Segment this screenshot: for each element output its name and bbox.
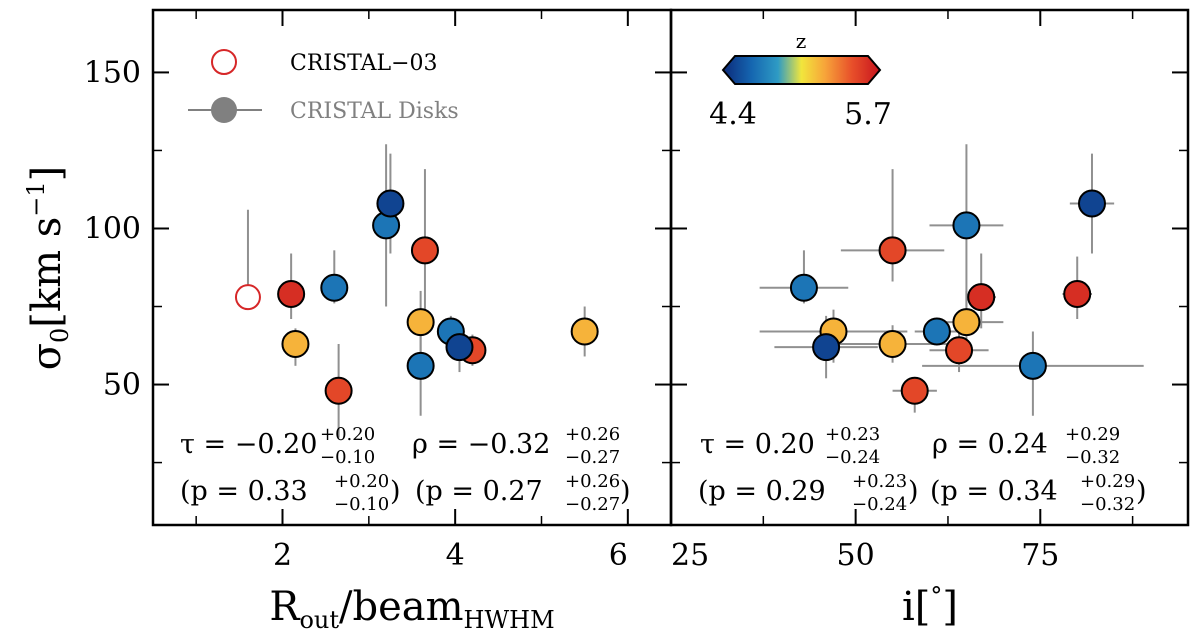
right-x-tick-label: 50 (837, 538, 875, 573)
left-point-1 (281, 329, 310, 358)
colorbar-min-label: 4.4 (709, 97, 757, 132)
left-point-11 (445, 333, 474, 362)
right-x-tick-label: 25 (671, 538, 709, 573)
left-x-axis-label: Rout/beamHWHM (269, 584, 554, 634)
left-p-tau-label: (p = 0.33 (180, 476, 308, 507)
right-rho-down: −0.32 (1065, 447, 1120, 468)
right-tau-label: τ = 0.20 (700, 429, 815, 460)
left-point-2 (320, 273, 349, 302)
right-p-rho-down: −0.32 (1080, 494, 1135, 515)
right-x-axis-label: i[°] (902, 582, 958, 630)
right-p-rho-label: (p = 0.34 (930, 476, 1058, 507)
left-tau-up: +0.20 (320, 424, 375, 445)
y-axis-label: σ0[km s−1] (22, 166, 74, 371)
right-points (789, 189, 1106, 405)
left-ticks: 50 100 150 2 4 6 (84, 10, 671, 573)
left-point-6 (410, 236, 439, 265)
right-p-tau-close: ) (908, 476, 919, 507)
colorbar: z 4.4 5.7 (709, 29, 892, 132)
left-p-tau-close: ) (390, 476, 401, 507)
right-point-13 (1077, 189, 1106, 218)
left-rho-label: ρ = −0.32 (412, 429, 550, 460)
right-p-tau-down: −0.24 (852, 494, 907, 515)
left-point-0 (277, 280, 306, 309)
right-rho-label: ρ = 0.24 (932, 429, 1048, 460)
right-ticks: 25 50 75 (670, 10, 1188, 573)
left-points (234, 189, 599, 405)
y-tick-label: 150 (84, 55, 141, 90)
left-p-rho-down: −0.27 (565, 494, 620, 515)
right-point-12 (1063, 280, 1092, 309)
left-rho-up: +0.26 (565, 424, 620, 445)
left-p-rho-close: ) (620, 476, 631, 507)
left-tau-label: τ = −0.20 (180, 429, 317, 460)
right-point-6 (922, 317, 951, 346)
y-tick-label: 50 (103, 368, 141, 403)
left-stats: τ = −0.20 +0.20 −0.10 ρ = −0.32 +0.26 −0… (180, 424, 631, 515)
cristal03-point (234, 284, 261, 311)
colorbar-max-label: 5.7 (844, 97, 892, 132)
right-point-5 (900, 376, 929, 405)
left-point-5 (376, 189, 405, 218)
right-point-9 (952, 211, 981, 240)
right-point-0 (789, 273, 818, 302)
right-p-rho-up: +0.29 (1080, 471, 1135, 492)
right-point-7 (945, 336, 974, 365)
left-tau-down: −0.10 (320, 447, 375, 468)
left-point-8 (406, 351, 435, 380)
left-rho-down: −0.27 (565, 447, 620, 468)
right-point-8 (952, 308, 981, 337)
left-x-tick-label: 2 (273, 538, 292, 573)
right-x-tick-label: 75 (1021, 538, 1059, 573)
right-p-rho-close: ) (1136, 476, 1147, 507)
right-p-tau-label: (p = 0.29 (698, 476, 826, 507)
left-p-rho-up: +0.26 (565, 471, 620, 492)
left-point-7 (406, 308, 435, 337)
legend: CRISTAL−03 CRISTAL Disks (188, 49, 459, 124)
left-p-tau-up: +0.20 (334, 471, 389, 492)
right-point-3 (878, 236, 907, 265)
colorbar-bar (721, 55, 882, 85)
right-p-tau-up: +0.23 (852, 471, 907, 492)
left-point-12 (570, 317, 599, 346)
right-errorbars (759, 144, 1144, 416)
colorbar-label: z (796, 29, 807, 53)
right-point-4 (878, 329, 907, 358)
left-p-tau-down: −0.10 (334, 494, 389, 515)
left-x-tick-label: 6 (609, 538, 628, 573)
right-panel-frame (669, 8, 1190, 527)
y-tick-label: 100 (84, 211, 141, 246)
legend-marker-disks (211, 97, 237, 123)
left-point-3 (324, 376, 353, 405)
legend-label-cristal03: CRISTAL−03 (290, 51, 438, 76)
legend-marker-cristal03 (211, 49, 237, 75)
right-point-11 (1018, 351, 1047, 380)
right-tau-down: −0.24 (825, 447, 880, 468)
right-tau-up: +0.23 (825, 424, 880, 445)
left-p-rho-label: (p = 0.27 (415, 476, 543, 507)
left-x-tick-label: 4 (446, 538, 465, 573)
right-point-2 (812, 333, 841, 362)
right-rho-up: +0.29 (1065, 424, 1120, 445)
legend-label-disks: CRISTAL Disks (290, 99, 459, 124)
right-point-10 (967, 283, 996, 312)
right-stats: τ = 0.20 +0.23 −0.24 ρ = 0.24 +0.29 −0.3… (698, 424, 1147, 515)
